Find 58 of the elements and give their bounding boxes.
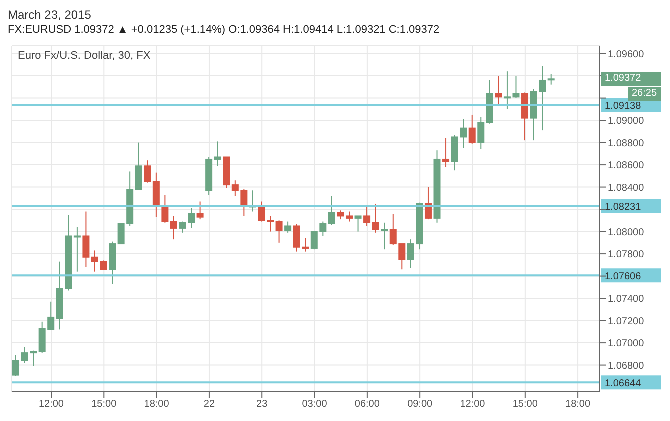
ref-line-label: 1.07606 (605, 272, 642, 283)
y-tick-label: 1.07000 (608, 338, 645, 350)
candlestick (188, 208, 196, 229)
x-tick-label: 18:00 (566, 399, 592, 410)
candlestick (91, 250, 98, 272)
candlestick (328, 196, 336, 226)
candlestick (82, 211, 90, 268)
candlestick (12, 354, 20, 377)
text: 26:25 (628, 87, 661, 102)
chart-title: Euro Fx/U.S. Dollar, 30, FX (18, 50, 151, 62)
x-tick-label: 22 (204, 399, 216, 410)
y-tick-label: 1.09600 (608, 49, 645, 60)
candlestick (196, 201, 204, 220)
x-tick-label: 15:00 (92, 399, 118, 410)
candlestick (135, 142, 142, 190)
candlestick (346, 211, 353, 222)
candlestick (354, 216, 362, 232)
candlestick (442, 138, 450, 168)
text: March 23, 2015 (8, 8, 92, 24)
y-tick-label: 1.07200 (608, 316, 645, 328)
candlestick (548, 74, 555, 86)
candlestick (74, 226, 81, 272)
y-tick-label: 1.09000 (608, 116, 645, 128)
chart-subtitle: FX:EURUSD 1.09372 ▲ +0.01235 (+1.14%) O:1.09364 H:1.09414 L:1.09321 C:1.09372 (8, 24, 441, 38)
candlestick (372, 203, 380, 234)
x-tick-label: 06:00 (354, 399, 380, 410)
candlestick (381, 222, 388, 250)
y-tick-label: 1.08400 (608, 182, 645, 194)
y-tick-label: 1.08000 (608, 227, 645, 238)
x-tick-label: 12:00 (460, 399, 486, 410)
candlestick (495, 76, 502, 106)
candlestick (364, 206, 371, 227)
ref-line-label: 1.06644 (605, 378, 642, 390)
x-tick-label: 15:00 (512, 399, 538, 410)
x-tick-label: 12:00 (38, 399, 64, 410)
ref-line-label: 1.08231 (605, 202, 642, 214)
candlestick (170, 216, 178, 240)
y-tick-label: 1.06800 (608, 360, 645, 372)
candlestick (468, 114, 476, 144)
candlestick (162, 194, 169, 224)
ref-line-label: 1.09138 (605, 101, 642, 112)
candlestick (267, 216, 274, 232)
candlestick (258, 201, 266, 222)
candlestick (179, 221, 186, 234)
x-tick-label: 23 (256, 399, 268, 410)
candlestick (478, 116, 485, 150)
y-tick-label: 1.07800 (608, 250, 645, 261)
x-tick-label: 09:00 (408, 399, 434, 410)
candlestick (284, 221, 292, 234)
candlestick (214, 141, 222, 167)
x-tick-label: 18:00 (144, 399, 170, 410)
x-tick-label: 03:00 (302, 399, 328, 410)
candlestick (144, 160, 152, 184)
y-tick-label: 1.08600 (608, 160, 645, 172)
y-tick-label: 1.08800 (608, 138, 645, 150)
candlestick (276, 220, 283, 244)
text: 1.09372 (601, 72, 661, 86)
y-tick-label: 1.07400 (608, 294, 645, 306)
